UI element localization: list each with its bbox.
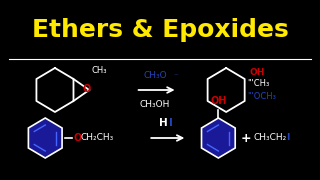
- Text: CH₃O: CH₃O: [143, 71, 167, 80]
- Polygon shape: [202, 118, 235, 158]
- Text: CH₃OH: CH₃OH: [140, 100, 170, 109]
- Text: H: H: [158, 118, 167, 128]
- Text: ⁻: ⁻: [174, 71, 178, 80]
- Text: O: O: [73, 133, 82, 143]
- Text: Ethers & Epoxides: Ethers & Epoxides: [32, 18, 288, 42]
- Text: I: I: [286, 134, 290, 143]
- Text: OH: OH: [250, 68, 265, 76]
- Text: OH: OH: [210, 96, 227, 106]
- Text: O: O: [82, 84, 90, 94]
- Text: CH₃: CH₃: [91, 66, 107, 75]
- Polygon shape: [28, 118, 62, 158]
- Text: +: +: [240, 132, 251, 145]
- Text: '''CH₃: '''CH₃: [248, 78, 270, 87]
- Text: I: I: [169, 118, 172, 128]
- Text: '''OCH₃: '''OCH₃: [248, 91, 276, 100]
- Text: CH₃CH₂: CH₃CH₂: [253, 134, 287, 143]
- Text: CH₂CH₃: CH₂CH₃: [80, 134, 114, 143]
